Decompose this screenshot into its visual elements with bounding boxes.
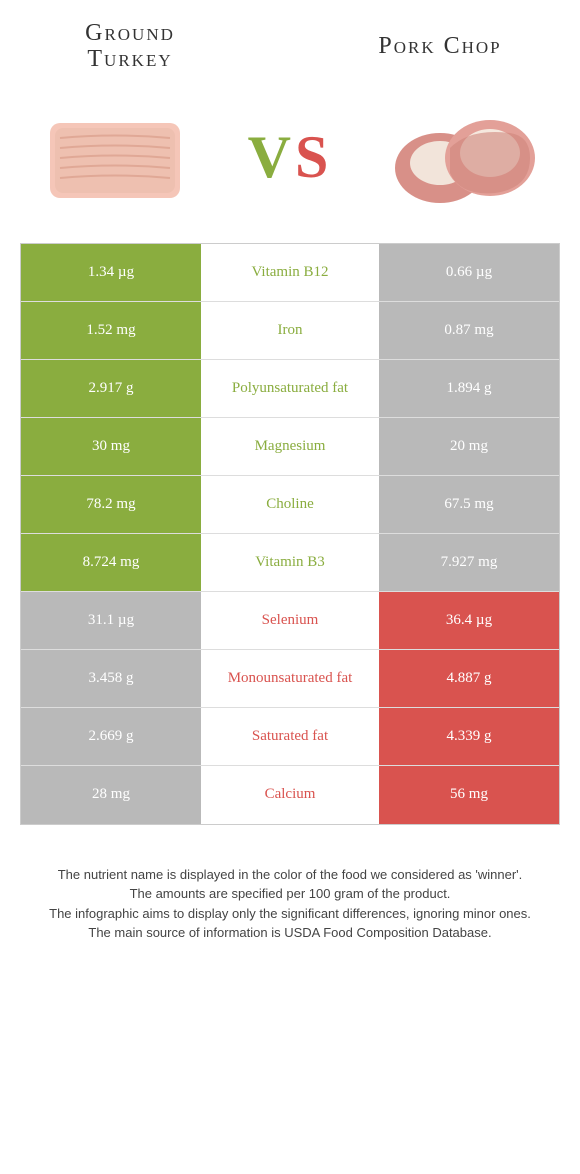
nutrient-left-value: 8.724 mg [21, 534, 201, 591]
nutrient-left-value: 2.669 g [21, 708, 201, 765]
nutrient-row: 3.458 gMonounsaturated fat4.887 g [21, 650, 559, 708]
header: Ground Turkey Pork Chop [0, 0, 580, 83]
nutrient-right-value: 7.927 mg [379, 534, 559, 591]
nutrient-left-value: 30 mg [21, 418, 201, 475]
nutrient-name: Calcium [201, 766, 379, 824]
vs-label: VS [248, 123, 333, 192]
nutrient-name: Magnesium [201, 418, 379, 475]
nutrient-name: Vitamin B12 [201, 244, 379, 301]
left-food-image [30, 93, 200, 223]
nutrient-name: Choline [201, 476, 379, 533]
nutrient-row: 1.52 mgIron0.87 mg [21, 302, 559, 360]
nutrient-left-value: 2.917 g [21, 360, 201, 417]
nutrient-left-value: 1.34 µg [21, 244, 201, 301]
right-food-image [380, 93, 550, 223]
nutrient-name: Selenium [201, 592, 379, 649]
footer-line-4: The main source of information is USDA F… [30, 923, 550, 943]
nutrient-name: Vitamin B3 [201, 534, 379, 591]
nutrient-right-value: 4.887 g [379, 650, 559, 707]
nutrient-right-value: 4.339 g [379, 708, 559, 765]
nutrient-row: 8.724 mgVitamin B37.927 mg [21, 534, 559, 592]
footer-line-2: The amounts are specified per 100 gram o… [30, 884, 550, 904]
nutrient-row: 28 mgCalcium56 mg [21, 766, 559, 824]
nutrient-right-value: 1.894 g [379, 360, 559, 417]
footer-line-1: The nutrient name is displayed in the co… [30, 865, 550, 885]
left-food-title: Ground Turkey [40, 20, 220, 73]
nutrient-left-value: 31.1 µg [21, 592, 201, 649]
nutrient-row: 1.34 µgVitamin B120.66 µg [21, 244, 559, 302]
nutrient-right-value: 36.4 µg [379, 592, 559, 649]
nutrient-row: 2.669 gSaturated fat4.339 g [21, 708, 559, 766]
nutrient-left-value: 3.458 g [21, 650, 201, 707]
nutrient-name: Polyunsaturated fat [201, 360, 379, 417]
nutrient-right-value: 0.66 µg [379, 244, 559, 301]
nutrient-right-value: 20 mg [379, 418, 559, 475]
nutrient-name: Monounsaturated fat [201, 650, 379, 707]
footer-notes: The nutrient name is displayed in the co… [0, 825, 580, 963]
nutrient-left-value: 78.2 mg [21, 476, 201, 533]
nutrient-left-value: 1.52 mg [21, 302, 201, 359]
footer-line-3: The infographic aims to display only the… [30, 904, 550, 924]
right-food-title: Pork Chop [340, 33, 540, 59]
images-row: VS [0, 83, 580, 243]
nutrient-table: 1.34 µgVitamin B120.66 µg1.52 mgIron0.87… [20, 243, 560, 825]
nutrient-right-value: 0.87 mg [379, 302, 559, 359]
vs-v: V [248, 124, 295, 190]
nutrient-row: 78.2 mgCholine67.5 mg [21, 476, 559, 534]
nutrient-left-value: 28 mg [21, 766, 201, 824]
nutrient-name: Iron [201, 302, 379, 359]
nutrient-name: Saturated fat [201, 708, 379, 765]
nutrient-row: 31.1 µgSelenium36.4 µg [21, 592, 559, 650]
vs-s: S [295, 124, 332, 190]
nutrient-right-value: 56 mg [379, 766, 559, 824]
nutrient-right-value: 67.5 mg [379, 476, 559, 533]
nutrient-row: 2.917 gPolyunsaturated fat1.894 g [21, 360, 559, 418]
nutrient-row: 30 mgMagnesium20 mg [21, 418, 559, 476]
